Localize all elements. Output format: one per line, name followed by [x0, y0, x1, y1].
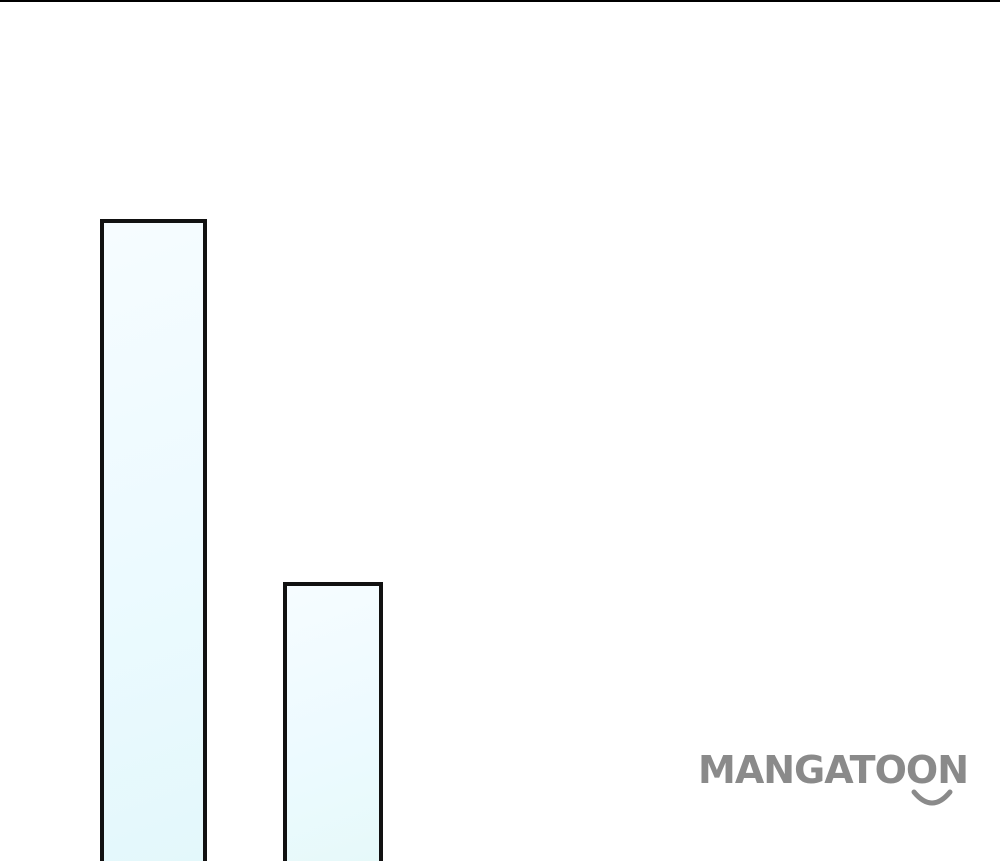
watermark-text: MANGATOON: [698, 748, 969, 792]
short-panel: [283, 582, 383, 861]
mangatoon-watermark: MANGATOON: [698, 746, 1000, 816]
top-panel-border: [0, 0, 1000, 2]
smile-icon: [911, 789, 953, 806]
tall-panel: [100, 219, 207, 861]
